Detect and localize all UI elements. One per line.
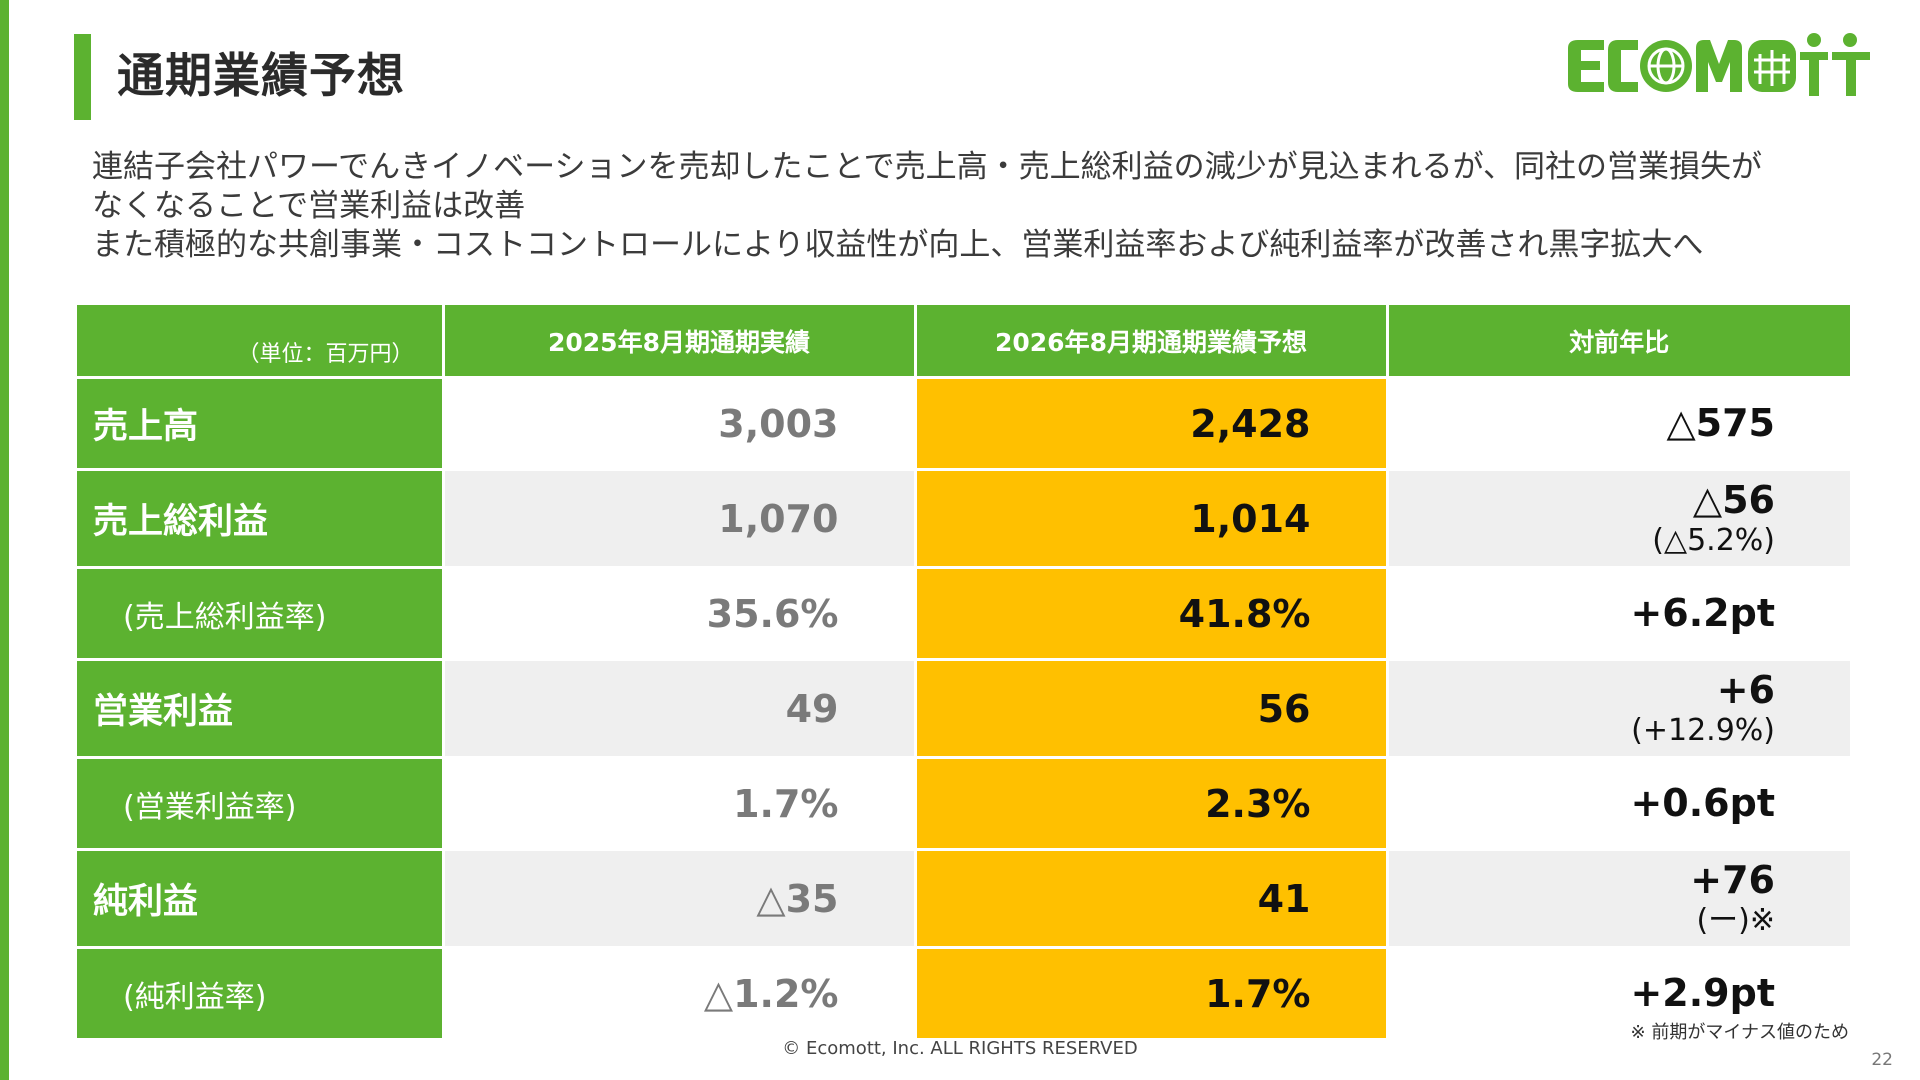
table-row: (売上総利益率) 35.6% 41.8% +6.2pt bbox=[77, 567, 1850, 661]
row-label: (売上総利益率) bbox=[77, 567, 445, 661]
logo-letter-c bbox=[1608, 40, 1638, 92]
table-row: 売上総利益 1,070 1,014 △56 (△5.2%) bbox=[77, 469, 1850, 569]
forecast-value: 56 bbox=[915, 659, 1389, 759]
copyright: © Ecomott, Inc. ALL RIGHTS RESERVED bbox=[782, 1038, 1138, 1059]
forecast-value: 2,428 bbox=[915, 377, 1389, 471]
table-row: 営業利益 49 56 +6 (+12.9%) bbox=[77, 659, 1850, 759]
yoy-value: △56 bbox=[1692, 478, 1775, 523]
row-label: 売上高 bbox=[77, 377, 445, 471]
page-number: 22 bbox=[1871, 1050, 1893, 1070]
prev-value: 49 bbox=[443, 659, 917, 759]
forecast-value: 41.8% bbox=[915, 567, 1389, 661]
yoy-cell: +6 (+12.9%) bbox=[1387, 659, 1850, 759]
table-row: (営業利益率) 1.7% 2.3% +0.6pt bbox=[77, 757, 1850, 851]
row-label: (営業利益率) bbox=[77, 757, 445, 851]
yoy-value: △575 bbox=[1666, 400, 1775, 445]
yoy-value: +0.6pt bbox=[1630, 780, 1775, 825]
prev-value: 1.7% bbox=[443, 757, 917, 851]
row-label: 売上総利益 bbox=[77, 469, 445, 569]
prev-value: 3,003 bbox=[443, 377, 917, 471]
yoy-percent: (+12.9%) bbox=[1631, 712, 1775, 748]
logo-letter-m bbox=[1696, 40, 1742, 92]
forecast-value: 2.3% bbox=[915, 757, 1389, 851]
prev-value: △35 bbox=[443, 849, 917, 949]
yoy-value: +76 bbox=[1690, 858, 1775, 903]
prev-value: △1.2% bbox=[443, 947, 917, 1041]
prev-value: 1,070 bbox=[443, 469, 917, 569]
logo-figure-icon bbox=[1832, 52, 1870, 96]
table-row: 売上高 3,003 2,428 △575 bbox=[77, 377, 1850, 471]
forecast-header: 2026年8月期通期業績予想 bbox=[915, 305, 1389, 379]
yoy-percent: (△5.2%) bbox=[1652, 522, 1775, 558]
logo-figure-icon bbox=[1800, 52, 1828, 96]
yoy-value: +6.2pt bbox=[1630, 590, 1775, 635]
forecast-value: 1,014 bbox=[915, 469, 1389, 569]
yoy-header: 対前年比 bbox=[1387, 305, 1850, 379]
forecast-value: 1.7% bbox=[915, 947, 1389, 1041]
ecomott-logo bbox=[1568, 33, 1870, 96]
yoy-cell: △575 bbox=[1387, 377, 1850, 471]
table-row: (純利益率) △1.2% 1.7% +2.9pt bbox=[77, 947, 1850, 1041]
lead-line: 連結子会社パワーでんきイノベーションを売却したことで売上高・売上総利益の減少が見… bbox=[92, 149, 1762, 185]
prev-year-header: 2025年8月期通期実績 bbox=[443, 305, 917, 379]
yoy-cell: +6.2pt bbox=[1387, 567, 1850, 661]
unit-header: （単位：百万円） bbox=[77, 305, 445, 379]
logo-letter-e bbox=[1568, 40, 1604, 92]
yoy-value: +6 bbox=[1716, 668, 1775, 713]
lead-text: 連結子会社パワーでんきイノベーションを売却したことで売上高・売上総利益の減少が見… bbox=[92, 148, 1872, 265]
lead-line: なくなることで営業利益は改善 bbox=[92, 188, 526, 224]
row-label: 営業利益 bbox=[77, 659, 445, 759]
yoy-percent: (ー)※ bbox=[1696, 902, 1775, 938]
forecast-table: （単位：百万円） 2025年8月期通期実績 2026年8月期通期業績予想 対前年… bbox=[77, 305, 1850, 1041]
footnote: ※ 前期がマイナス値のため bbox=[1630, 1022, 1849, 1043]
slide-title: 通期業績予想 bbox=[117, 49, 405, 104]
title-accent-bar bbox=[74, 34, 91, 120]
prev-value: 35.6% bbox=[443, 567, 917, 661]
yoy-cell: +2.9pt bbox=[1387, 947, 1850, 1041]
yoy-cell: △56 (△5.2%) bbox=[1387, 469, 1850, 569]
lead-line: また積極的な共創事業・コストコントロールにより収益性が向上、営業利益率および純利… bbox=[92, 227, 1704, 263]
left-accent-stripe bbox=[0, 0, 9, 1080]
row-label: 純利益 bbox=[77, 849, 445, 949]
yoy-cell: +76 (ー)※ bbox=[1387, 849, 1850, 949]
yoy-value: +2.9pt bbox=[1630, 970, 1775, 1015]
row-label: (純利益率) bbox=[77, 947, 445, 1041]
forecast-value: 41 bbox=[915, 849, 1389, 949]
yoy-cell: +0.6pt bbox=[1387, 757, 1850, 851]
table-row: 純利益 △35 41 +76 (ー)※ bbox=[77, 849, 1850, 949]
